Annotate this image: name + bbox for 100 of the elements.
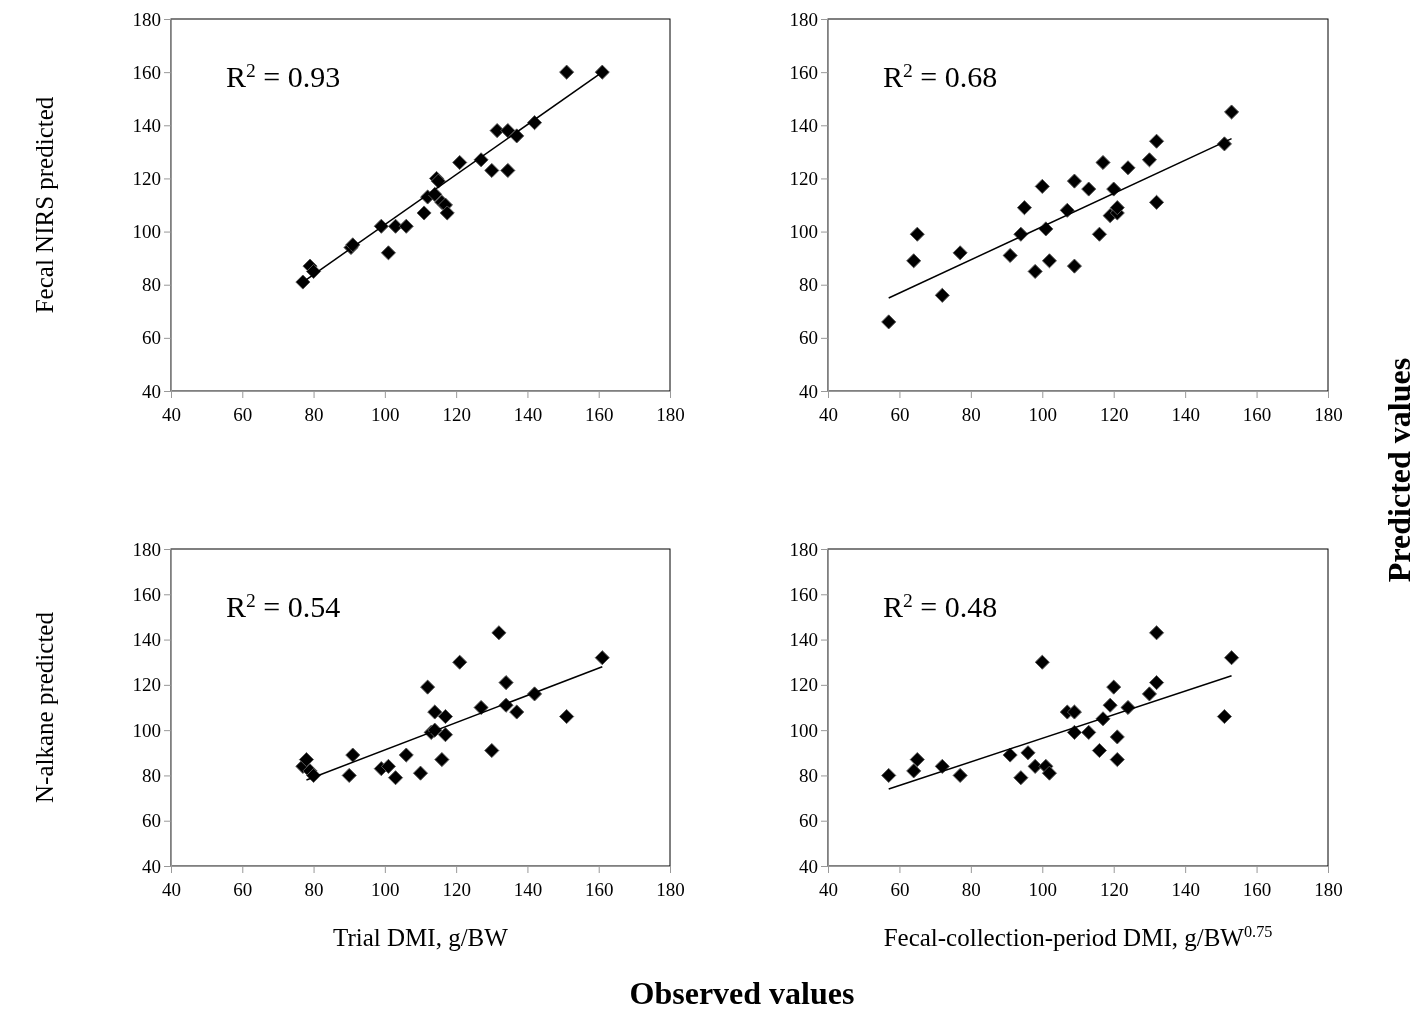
x-tick-label: 60: [233, 403, 253, 425]
point: [594, 64, 610, 80]
x-tick-label: 140: [513, 878, 543, 900]
point: [295, 274, 311, 290]
x-tick-label: 180: [656, 403, 685, 425]
point: [934, 758, 950, 774]
y-tick-label: 140: [132, 629, 161, 651]
y-tick-label: 100: [132, 221, 161, 243]
point: [881, 767, 897, 783]
point: [1013, 770, 1029, 786]
point: [473, 699, 489, 716]
point: [498, 697, 514, 713]
point: [1095, 711, 1111, 727]
y-tick-label: 160: [132, 583, 161, 605]
point: [1041, 765, 1057, 781]
point: [380, 245, 396, 261]
point: [909, 226, 925, 242]
point: [416, 205, 432, 221]
y-tick-label: 100: [132, 719, 161, 741]
y-tick-label: 100: [789, 221, 818, 243]
x-tick-label: 80: [304, 403, 324, 425]
point: [952, 767, 968, 783]
point: [1020, 745, 1036, 761]
point: [1120, 699, 1136, 716]
point: [881, 314, 897, 330]
point: [934, 287, 950, 303]
point: [1034, 654, 1050, 670]
y-tick-label: 160: [789, 61, 818, 83]
point: [1216, 136, 1232, 152]
y-tick-label: 80: [142, 765, 161, 787]
x-tick-label: 140: [1171, 403, 1200, 425]
point: [1216, 709, 1232, 725]
point: [1120, 160, 1136, 176]
x-tick-label: 80: [304, 878, 324, 900]
y-tick-label: 180: [789, 8, 818, 30]
y-tick-label: 60: [799, 810, 818, 832]
point: [1149, 194, 1165, 210]
point: [594, 650, 610, 666]
point: [559, 64, 575, 80]
point: [452, 654, 468, 670]
point: [420, 679, 436, 695]
y-tick-label: 60: [142, 327, 161, 349]
point: [1027, 758, 1043, 774]
x-tick-label: 60: [890, 403, 910, 425]
y-tick-label: 40: [799, 855, 818, 877]
point: [452, 154, 468, 171]
x-tick-label: 160: [1242, 403, 1272, 425]
point: [1149, 625, 1165, 641]
point: [437, 727, 453, 743]
x-tick-label: 140: [513, 403, 543, 425]
point: [1066, 724, 1082, 740]
point: [380, 758, 396, 774]
y-tick-label: 40: [799, 380, 818, 402]
point: [1141, 686, 1157, 702]
x-tick-label: 160: [584, 878, 614, 900]
point: [500, 123, 516, 139]
y-tick-label: 80: [142, 274, 161, 296]
point: [1066, 258, 1082, 274]
x-tick-label: 120: [442, 403, 471, 425]
y-tick-label: 120: [789, 168, 818, 190]
point: [500, 162, 516, 178]
point: [298, 752, 314, 768]
x-tick-label: 160: [584, 403, 614, 425]
point: [1106, 181, 1122, 197]
y-tick-label: 120: [132, 168, 161, 190]
point: [1109, 200, 1125, 216]
x-tick-label: 40: [162, 878, 181, 900]
point: [484, 162, 500, 178]
point: [473, 152, 489, 168]
point: [1027, 263, 1043, 279]
x-tick-label: 160: [1242, 878, 1272, 900]
y-tick-label: 140: [789, 629, 818, 651]
point: [1041, 253, 1057, 269]
point: [1034, 178, 1050, 194]
point: [1224, 104, 1240, 120]
point: [1066, 173, 1082, 189]
point: [1109, 752, 1125, 768]
point: [906, 763, 922, 779]
x-tick-label: 120: [442, 878, 471, 900]
point: [398, 218, 414, 234]
annotation: R$^{2}$ = 0.68: [883, 59, 998, 93]
y-tick-label: 180: [789, 538, 818, 560]
point: [509, 704, 525, 720]
point: [906, 253, 922, 269]
x-tick-label: 180: [1314, 403, 1343, 425]
point: [434, 752, 450, 768]
point: [1091, 226, 1107, 242]
point: [398, 747, 414, 763]
y-tick-label: 180: [132, 8, 161, 30]
point: [1002, 247, 1018, 264]
point: [1106, 679, 1122, 695]
annotation: R$^{2}$ = 0.54: [226, 589, 341, 623]
point: [1081, 181, 1097, 197]
y-axis-title: Fecal NIRS predicted: [31, 96, 58, 314]
x-tick-label: 100: [1028, 403, 1058, 425]
x-tick-label: 80: [961, 878, 981, 900]
x-tick-label: 180: [656, 878, 685, 900]
point: [559, 709, 575, 725]
x-tick-label: 100: [1028, 878, 1058, 900]
point: [1141, 152, 1157, 168]
